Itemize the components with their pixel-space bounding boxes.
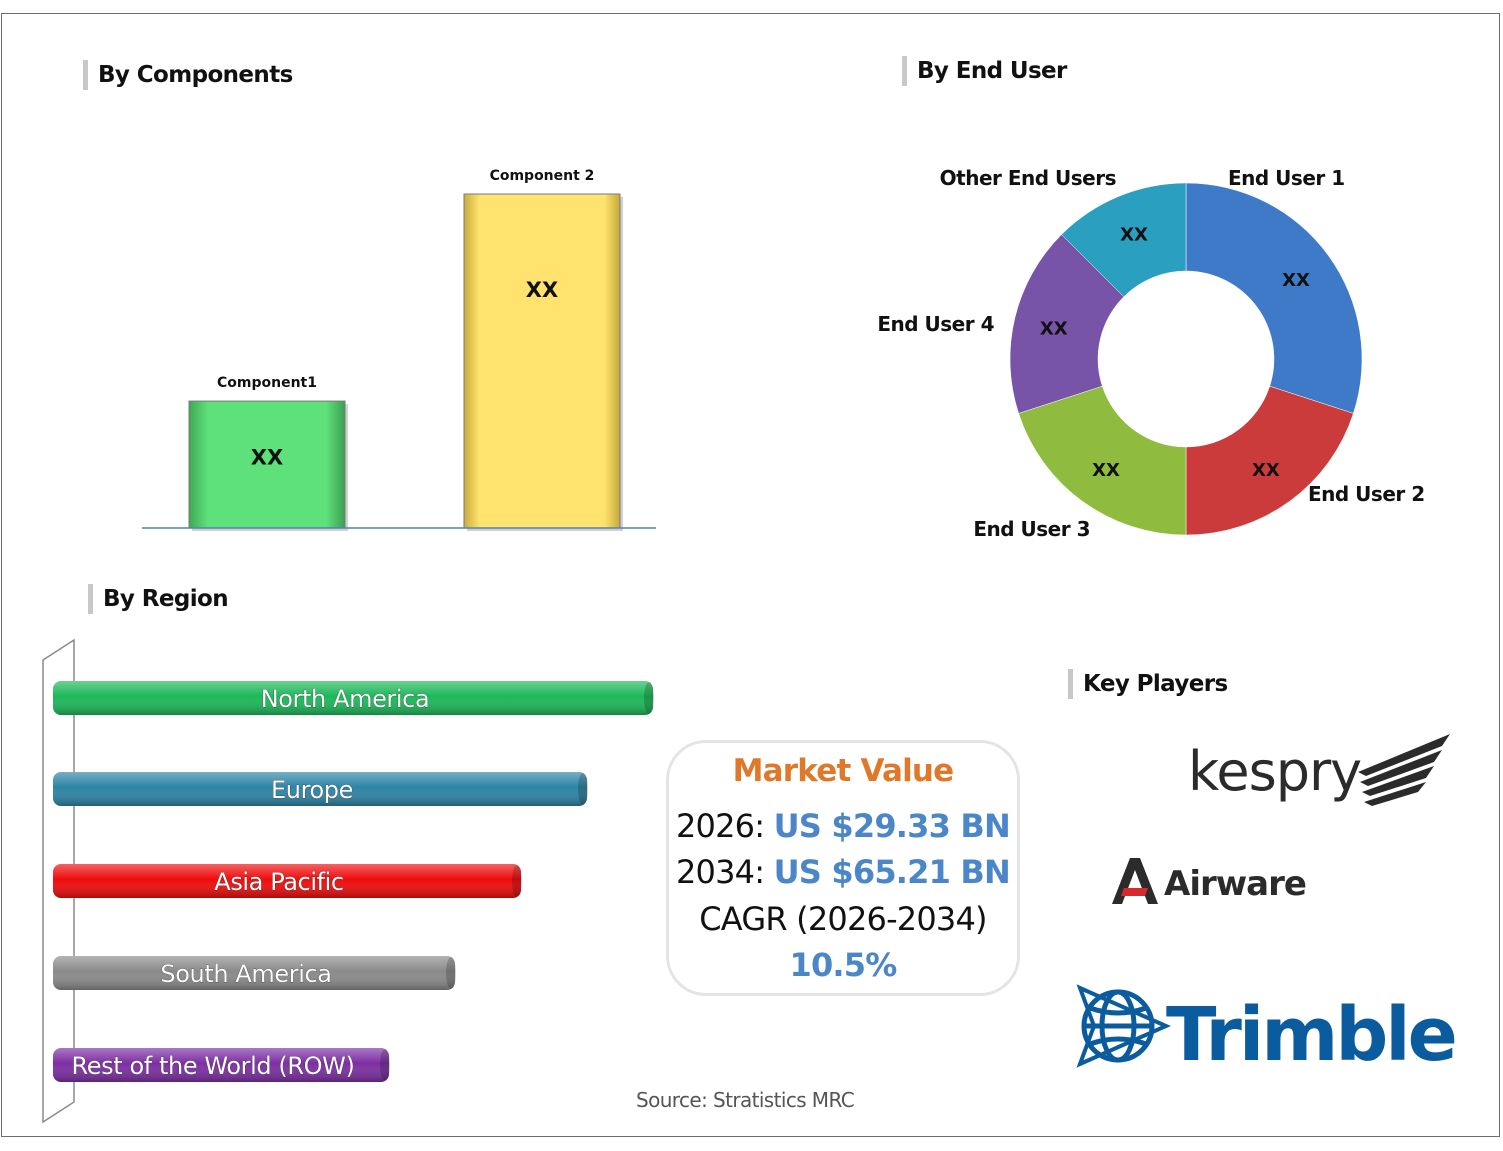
airware-a-icon xyxy=(1112,858,1158,904)
market-value-2034: 2034: US $65.21 BN xyxy=(669,853,1017,891)
region-bar-shading xyxy=(53,772,587,806)
kespry-logo: kespry xyxy=(1188,734,1450,806)
components-title: By Components xyxy=(83,60,293,90)
region-category-label: South America xyxy=(160,960,331,988)
trimble-arrow-icon xyxy=(1076,984,1171,1068)
year1-value: US $29.33 BN xyxy=(773,807,1011,845)
market-value-2026: 2026: US $29.33 BN xyxy=(669,807,1017,845)
component-category-label: Component 2 xyxy=(490,168,595,184)
region-bar-cap xyxy=(446,957,456,989)
year1-label: 2026: xyxy=(676,807,765,845)
kespry-logo-text: kespry xyxy=(1188,740,1361,803)
region-title: By Region xyxy=(88,584,229,614)
region-category-label: North America xyxy=(261,685,430,713)
donut-data-label: XX xyxy=(1040,318,1068,339)
year2-value: US $65.21 BN xyxy=(773,853,1011,891)
cagr-label: CAGR (2026-2034) xyxy=(699,900,987,938)
airware-logo-text: Airware xyxy=(1164,864,1306,904)
donut-data-label: XX xyxy=(1092,460,1120,481)
region-category-label: Asia Pacific xyxy=(214,868,343,896)
infographic-frame xyxy=(1,13,1500,1137)
kespry-wing-icon xyxy=(1358,734,1450,806)
region-bar-cap xyxy=(578,773,588,805)
region-bar-shading xyxy=(53,956,455,990)
donut-category-label: End User 1 xyxy=(1228,166,1345,190)
region-bar-chart: North America Europe Asia Pacific South Ame… xyxy=(42,638,654,1124)
components-bar-chart: Component1 XX Component 2 XX xyxy=(142,168,656,531)
region-bar-cap xyxy=(644,682,654,714)
donut-category-label: End User 4 xyxy=(877,312,994,336)
donut-slice xyxy=(1061,182,1187,298)
airware-logo: Airware xyxy=(1112,858,1307,904)
market-value-title: Market Value xyxy=(732,753,955,789)
donut-category-label: End User 2 xyxy=(1308,482,1425,506)
trimble-logo: Trimble xyxy=(1076,984,1458,1078)
component-data-label: XX xyxy=(251,446,283,470)
component-category-label: Component1 xyxy=(217,375,317,391)
region-bar-shading xyxy=(53,1048,389,1082)
year2-label: 2034: xyxy=(676,853,765,891)
source-note: Source: Stratistics MRC xyxy=(636,1088,855,1112)
donut-data-label: XX xyxy=(1252,460,1280,481)
cagr-value: 10.5% xyxy=(789,946,897,984)
end-user-donut-chart: XX End User 1 XX End User 2 XX End User 3 XX En… xyxy=(877,166,1425,541)
key-players-title: Key Players xyxy=(1068,669,1228,699)
donut-data-label: XX xyxy=(1282,270,1310,291)
donut-slice xyxy=(1009,234,1125,414)
region-category-label: Europe xyxy=(271,776,353,804)
region-bar-shading xyxy=(53,681,653,715)
region-bar-cap xyxy=(380,1049,390,1081)
end-user-title: By End User xyxy=(902,56,1067,86)
donut-data-label: XX xyxy=(1120,224,1148,245)
component-bar xyxy=(188,400,346,529)
region-category-label: Rest of the World (ROW) xyxy=(72,1052,355,1080)
donut-slice xyxy=(1185,385,1354,536)
donut-slice xyxy=(1185,182,1363,414)
region-bar-shading xyxy=(53,864,521,898)
donut-category-label: Other End Users xyxy=(940,166,1116,190)
trimble-logo-text: Trimble xyxy=(1166,992,1455,1078)
component-data-label: XX xyxy=(526,278,558,302)
market-value-box: Market Value 2026: US $29.33 BN 2034: US… xyxy=(666,740,1020,996)
region-bar-cap xyxy=(512,865,522,897)
donut-slice xyxy=(1018,385,1187,536)
donut-category-label: End User 3 xyxy=(973,517,1090,541)
